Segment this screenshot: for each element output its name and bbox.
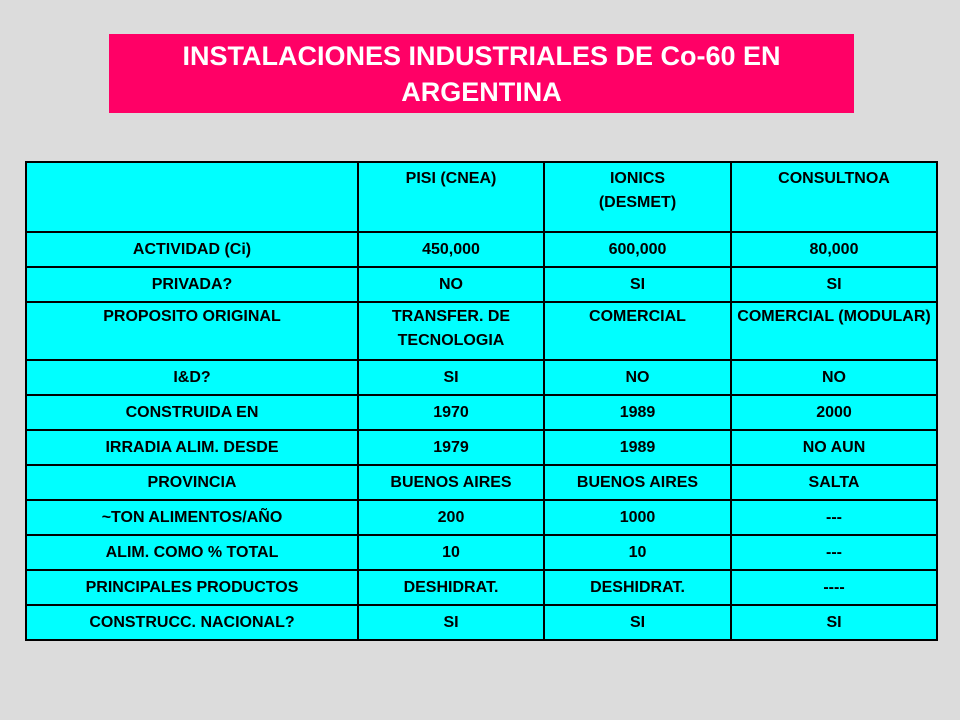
row-label-cell: PROPOSITO ORIGINAL [25, 301, 359, 361]
slide-title: INSTALACIONES INDUSTRIALES DE Co-60 EN A… [109, 34, 854, 113]
table-cell: SI [357, 604, 545, 641]
table-cell: NO AUN [730, 429, 938, 466]
table-cell: BUENOS AIRES [543, 464, 732, 501]
row-label-cell: ALIM. COMO % TOTAL [25, 534, 359, 571]
table-cell: 200 [357, 499, 545, 536]
table-cell: BUENOS AIRES [357, 464, 545, 501]
header-cell-ionics: IONICS (DESMET) [543, 161, 732, 233]
table-cell: SI [730, 266, 938, 303]
table-row: PRINCIPALES PRODUCTOS DESHIDRAT. DESHIDRAT… [25, 569, 938, 606]
table-cell: 1970 [357, 394, 545, 431]
table-row: IRRADIA ALIM. DESDE 1979 1989 NO AUN [25, 429, 938, 466]
table-cell: 10 [357, 534, 545, 571]
table-cell: SI [730, 604, 938, 641]
table-cell: SI [543, 266, 732, 303]
header-ionics-line1: IONICS [609, 170, 666, 187]
table-row: CONSTRUIDA EN 1970 1989 2000 [25, 394, 938, 431]
table-row: PRIVADA? NO SI SI [25, 266, 938, 303]
table-cell: 80,000 [730, 231, 938, 268]
row-label-cell: PROVINCIA [25, 464, 359, 501]
facilities-table: PISI (CNEA) IONICS (DESMET) CONSULTNOA A… [25, 161, 938, 641]
row-label-cell: IRRADIA ALIM. DESDE [25, 429, 359, 466]
row-label-cell: I&D? [25, 359, 359, 396]
table-cell: SALTA [730, 464, 938, 501]
table-row: ~TON ALIMENTOS/AÑO 200 1000 --- [25, 499, 938, 536]
table-row: PROVINCIA BUENOS AIRES BUENOS AIRES SALTA [25, 464, 938, 501]
table-row: PROPOSITO ORIGINAL TRANSFER. DE TECNOLOGI… [25, 301, 938, 361]
title-line-2: ARGENTINA [401, 76, 562, 107]
table-row: CONSTRUCC. NACIONAL? SI SI SI [25, 604, 938, 641]
header-cell-consultnoa: CONSULTNOA [730, 161, 938, 233]
table-row: I&D? SI NO NO [25, 359, 938, 396]
table-cell: 1000 [543, 499, 732, 536]
table-cell: NO [357, 266, 545, 303]
row-label-cell: PRINCIPALES PRODUCTOS [25, 569, 359, 606]
row-label-cell: PRIVADA? [25, 266, 359, 303]
row-label-cell: ACTIVIDAD (Ci) [25, 231, 359, 268]
table-cell: DESHIDRAT. [543, 569, 732, 606]
table-row: ACTIVIDAD (Ci) 450,000 600,000 80,000 [25, 231, 938, 268]
table-cell: DESHIDRAT. [357, 569, 545, 606]
header-cell-pisi: PISI (CNEA) [357, 161, 545, 233]
row-label-cell: CONSTRUIDA EN [25, 394, 359, 431]
header-cell-empty [25, 161, 359, 233]
table-cell: 10 [543, 534, 732, 571]
table-cell: ---- [730, 569, 938, 606]
table-cell: --- [730, 499, 938, 536]
table-cell: 1989 [543, 394, 732, 431]
row-label-cell: ~TON ALIMENTOS/AÑO [25, 499, 359, 536]
table-header-row: PISI (CNEA) IONICS (DESMET) CONSULTNOA [25, 161, 938, 233]
table-cell: TRANSFER. DE TECNOLOGIA [357, 301, 545, 361]
table-cell: 1989 [543, 429, 732, 466]
table-cell: NO [730, 359, 938, 396]
table-cell: NO [543, 359, 732, 396]
table-cell: --- [730, 534, 938, 571]
title-line-1: INSTALACIONES INDUSTRIALES DE Co-60 EN [182, 40, 781, 71]
table-cell: 1979 [357, 429, 545, 466]
table-cell: SI [543, 604, 732, 641]
table-cell: SI [357, 359, 545, 396]
row-label-cell: CONSTRUCC. NACIONAL? [25, 604, 359, 641]
table-cell: 450,000 [357, 231, 545, 268]
table-cell: COMERCIAL [543, 301, 732, 361]
table-cell: 2000 [730, 394, 938, 431]
header-ionics-line2: (DESMET) [598, 194, 677, 211]
table-row: ALIM. COMO % TOTAL 10 10 --- [25, 534, 938, 571]
table-cell: COMERCIAL (MODULAR) [730, 301, 938, 361]
table-cell: 600,000 [543, 231, 732, 268]
